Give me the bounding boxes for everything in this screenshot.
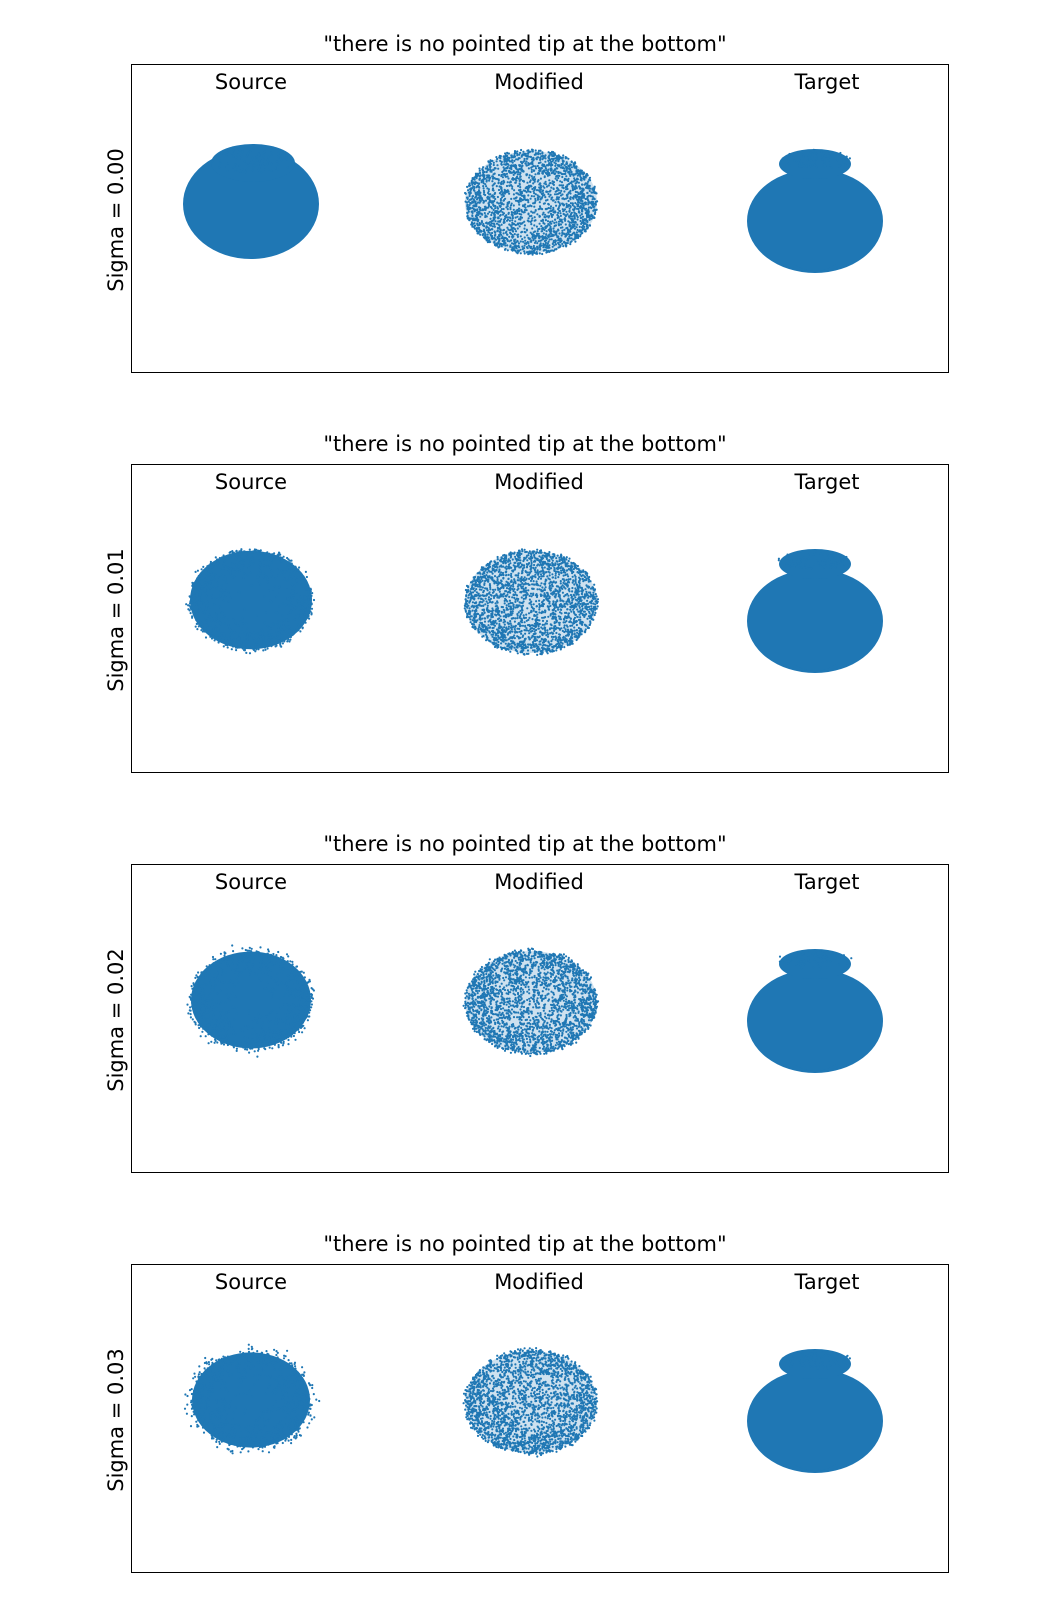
column-label-target: Target — [794, 870, 860, 894]
row-label: Sigma = 0.03 — [104, 1348, 128, 1492]
scatter-plot — [186, 944, 883, 1073]
column-label-source: Source — [214, 870, 288, 894]
panel-sigma-001: "there is no pointed tip at the bottom" … — [0, 417, 1050, 817]
target-neck-points — [780, 148, 851, 169]
panel-title: "there is no pointed tip at the bottom" — [323, 1232, 727, 1256]
target-body — [747, 169, 883, 273]
column-label-modified: Modified — [494, 1270, 584, 1294]
source-noisy-points — [186, 944, 315, 1058]
column-label-target: Target — [794, 70, 860, 94]
panel-sigma-002: "there is no pointed tip at the bottom" … — [0, 817, 1050, 1217]
panel-sigma-000: "there is no pointed tip at the bottom" … — [0, 17, 1050, 417]
target-body — [747, 569, 883, 673]
target-neck-points — [780, 1350, 851, 1370]
target-point-cloud — [747, 1349, 883, 1473]
panel-title: "there is no pointed tip at the bottom" — [323, 32, 727, 56]
row-label: Sigma = 0.02 — [104, 948, 128, 1092]
target-body — [747, 969, 883, 1073]
panel-title: "there is no pointed tip at the bottom" — [323, 432, 727, 456]
row-label: Sigma = 0.00 — [104, 148, 128, 292]
modified-shell-points — [464, 548, 597, 655]
target-neck-points — [778, 949, 853, 971]
target-neck — [793, 964, 837, 978]
column-label-source: Source — [214, 1270, 288, 1294]
modified-shell-points — [464, 1348, 599, 1455]
panel-sigma-003: "there is no pointed tip at the bottom" … — [0, 1217, 1050, 1617]
modified-point-cloud — [462, 1347, 599, 1458]
source-point-cloud — [183, 144, 319, 259]
modified-point-cloud — [462, 947, 600, 1058]
target-point-cloud — [747, 549, 883, 673]
target-point-cloud — [747, 148, 883, 273]
scatter-plot — [183, 144, 883, 273]
column-label-modified: Modified — [494, 470, 584, 494]
target-point-cloud — [747, 949, 883, 1073]
source-point-cloud — [183, 1343, 321, 1455]
column-label-source: Source — [214, 70, 288, 94]
modified-shell-points — [464, 148, 599, 255]
source-noisy-points — [185, 548, 316, 655]
target-neck-points — [777, 550, 848, 570]
target-bottom — [783, 655, 847, 671]
column-label-modified: Modified — [494, 870, 584, 894]
source-point-cloud — [185, 548, 316, 655]
column-label-modified: Modified — [494, 70, 584, 94]
modified-shell-points — [464, 950, 599, 1056]
source-noisy-points — [183, 1343, 321, 1455]
plot-axes: Source Modified Target — [131, 64, 949, 373]
row-label: Sigma = 0.01 — [104, 548, 128, 692]
modified-point-cloud — [463, 548, 600, 656]
target-bottom — [783, 255, 847, 271]
source-cap — [211, 144, 295, 182]
target-neck — [793, 1364, 837, 1378]
target-bottom — [783, 1455, 847, 1471]
plot-axes: Source Modified Target — [131, 464, 949, 773]
scatter-plot — [183, 1343, 883, 1473]
source-cap-points — [211, 147, 290, 174]
target-neck — [793, 564, 837, 578]
target-body — [747, 1369, 883, 1473]
plot-axes: Source Modified Target — [131, 1264, 949, 1573]
scatter-plot — [185, 548, 883, 673]
source-body — [191, 951, 311, 1049]
source-point-cloud — [186, 944, 315, 1058]
column-label-target: Target — [794, 470, 860, 494]
target-neck — [793, 164, 837, 178]
column-label-target: Target — [794, 1270, 860, 1294]
plot-axes: Source Modified Target — [131, 864, 949, 1173]
modified-point-cloud — [464, 148, 599, 256]
source-body — [183, 149, 319, 259]
panel-title: "there is no pointed tip at the bottom" — [323, 832, 727, 856]
target-bottom — [783, 1055, 847, 1071]
column-label-source: Source — [214, 470, 288, 494]
